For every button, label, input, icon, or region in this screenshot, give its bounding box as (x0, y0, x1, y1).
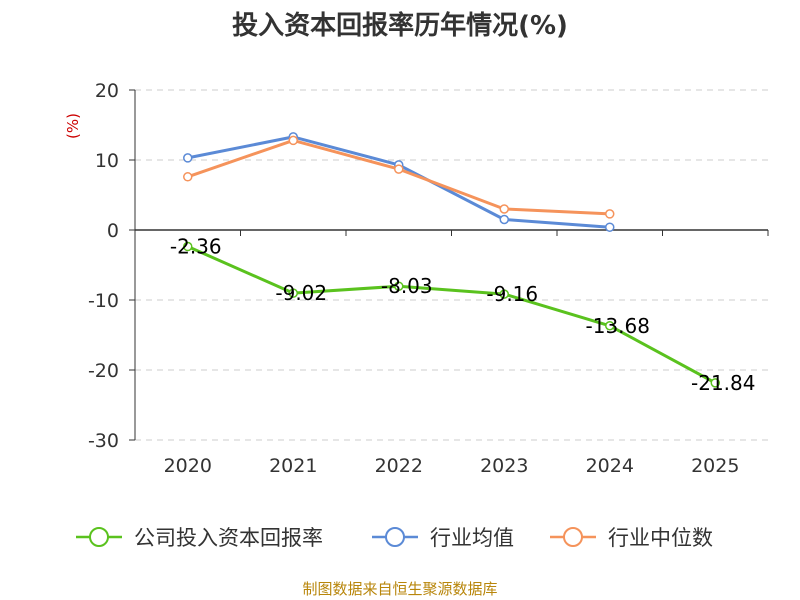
legend-marker-icon (89, 527, 109, 547)
legend-item[interactable]: 行业中位数 (550, 526, 713, 550)
data-labels: -2.36 -9.02 -8.03 -9.16 -13.68 -21.84 (170, 235, 756, 395)
series-layer (183, 132, 720, 388)
data-point[interactable] (183, 241, 193, 252)
axes: 20 10 0 -10 -20 -30 2020 2021 2022 2023 2024 2025 (88, 80, 769, 477)
x-tick-label: 2024 (586, 455, 634, 477)
data-point[interactable] (183, 172, 193, 182)
data-point[interactable] (499, 204, 509, 214)
series-line (187, 135, 610, 229)
data-point[interactable] (183, 153, 193, 163)
data-point[interactable] (394, 164, 404, 174)
x-tick-label: 2022 (375, 455, 423, 477)
y-tick-label: 20 (95, 80, 119, 102)
data-point[interactable] (605, 209, 615, 219)
data-label: -21.84 (691, 371, 755, 395)
y-tick-label: -20 (88, 360, 119, 382)
y-axis-label: (%) (64, 113, 82, 139)
data-point[interactable] (499, 214, 509, 225)
legend-marker-icon (385, 527, 405, 547)
legend[interactable]: 公司投入资本回报率 行业均值 行业中位数 (76, 526, 713, 550)
x-tick-label: 2021 (269, 455, 317, 477)
legend-item[interactable]: 行业均值 (372, 526, 514, 550)
source-note: 制图数据来自恒生聚源数据库 (302, 580, 497, 598)
data-point[interactable] (710, 378, 720, 388)
legend-marker-icon (563, 527, 583, 547)
data-label: -2.36 (170, 235, 222, 259)
legend-label: 行业中位数 (608, 526, 713, 550)
y-tick-label: 10 (95, 150, 119, 172)
data-point[interactable] (605, 321, 615, 331)
y-tick-label: -10 (88, 290, 119, 312)
x-tick-label: 2023 (480, 455, 528, 477)
y-tick-label: -30 (88, 430, 119, 452)
chart-title: 投入资本回报率历年情况(%) (232, 10, 568, 41)
data-label: -9.02 (275, 281, 327, 305)
y-tick-label: 0 (107, 220, 119, 242)
legend-label: 行业均值 (430, 526, 514, 550)
series-line (187, 138, 610, 216)
data-label: -8.03 (381, 274, 433, 298)
x-tick-label: 2025 (691, 455, 739, 477)
x-tick-label: 2020 (164, 455, 212, 477)
data-point[interactable] (288, 288, 298, 298)
data-point[interactable] (605, 222, 615, 232)
legend-label: 公司投入资本回报率 (134, 526, 323, 550)
data-point[interactable] (288, 135, 298, 146)
data-point[interactable] (394, 281, 404, 291)
data-label: -9.16 (486, 282, 538, 306)
legend-item[interactable]: 公司投入资本回报率 (76, 526, 323, 550)
data-label: -13.68 (586, 314, 650, 338)
series-line (187, 245, 716, 385)
data-point[interactable] (499, 289, 509, 299)
